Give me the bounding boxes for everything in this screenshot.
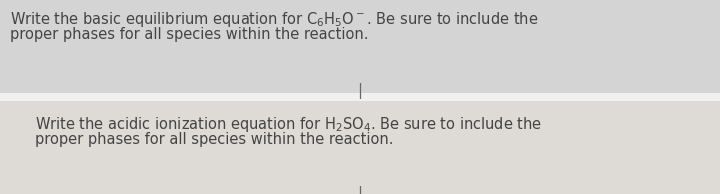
Bar <box>0 101 720 194</box>
Text: Write the basic equilibrium equation for C$_6$H$_5$O$^-$. Be sure to include the: Write the basic equilibrium equation for… <box>10 10 539 29</box>
Text: proper phases for all species within the reaction.: proper phases for all species within the… <box>10 27 369 42</box>
Bar <box>0 0 720 93</box>
Text: Write the acidic ionization equation for H$_2$SO$_4$. Be sure to include the: Write the acidic ionization equation for… <box>35 115 542 134</box>
Bar <box>0 93 720 101</box>
Text: |: | <box>358 83 362 99</box>
Text: |: | <box>358 186 362 194</box>
Text: proper phases for all species within the reaction.: proper phases for all species within the… <box>35 132 394 147</box>
